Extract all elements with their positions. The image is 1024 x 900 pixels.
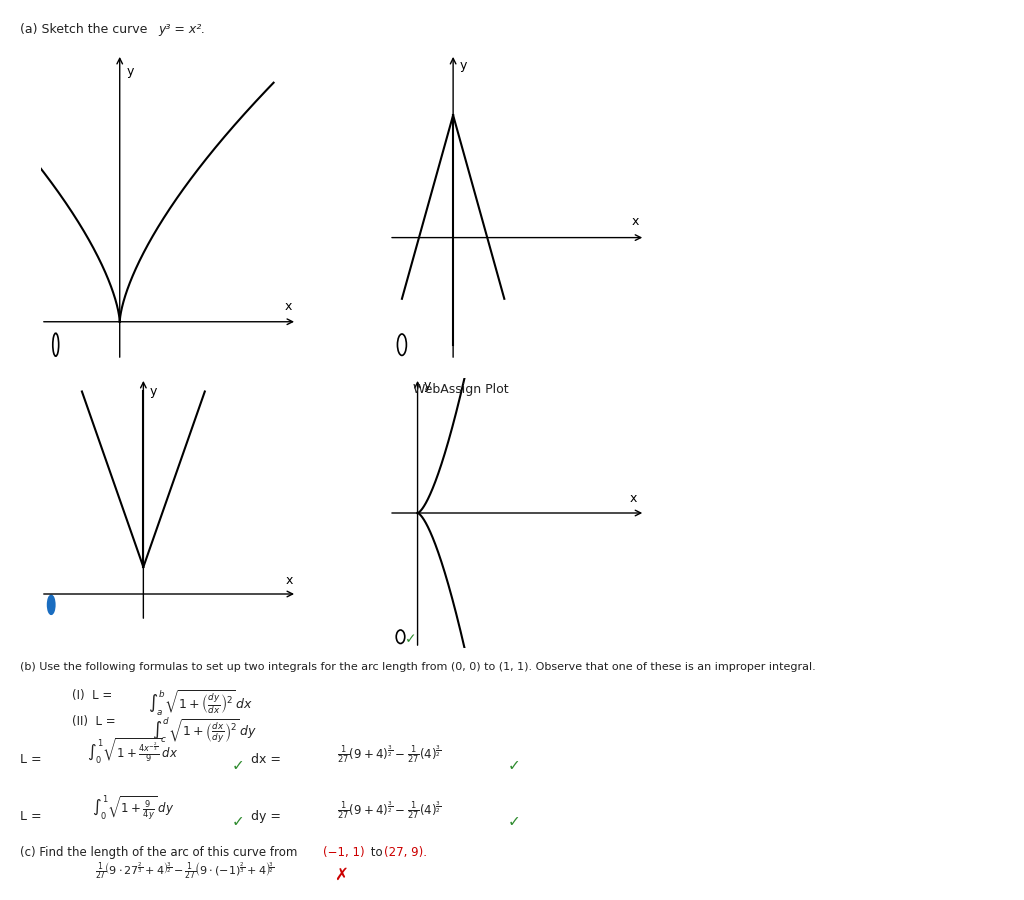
- Text: (27, 9).: (27, 9).: [384, 846, 427, 859]
- Text: (II)  L =: (II) L =: [72, 716, 119, 728]
- Text: ✓: ✓: [508, 758, 520, 773]
- Text: y: y: [424, 379, 431, 392]
- Text: y: y: [150, 385, 158, 399]
- Text: dx =: dx =: [251, 753, 281, 766]
- Text: WebAssign Plot: WebAssign Plot: [413, 382, 509, 396]
- Text: y: y: [460, 58, 467, 72]
- Circle shape: [48, 596, 55, 614]
- Text: (−1, 1): (−1, 1): [323, 846, 365, 859]
- Text: ✗: ✗: [334, 866, 348, 884]
- Text: ✓: ✓: [231, 758, 244, 773]
- Text: y: y: [126, 66, 134, 78]
- Text: (a) Sketch the curve: (a) Sketch the curve: [20, 22, 152, 35]
- Text: ✓: ✓: [508, 814, 520, 830]
- Text: to: to: [367, 846, 386, 859]
- Text: $\frac{1}{27}(9+4)^{\frac{3}{2}} - \frac{1}{27}(4)^{\frac{3}{2}}$: $\frac{1}{27}(9+4)^{\frac{3}{2}} - \frac…: [337, 742, 441, 765]
- Text: $\int_0^1 \sqrt{1+\frac{4x^{-\frac{2}{3}}}{9}}\, dx$: $\int_0^1 \sqrt{1+\frac{4x^{-\frac{2}{3}…: [87, 736, 179, 766]
- Text: $\frac{1}{27}\!\left(9\cdot 27^{\frac{2}{3}}+4\right)^{\!\frac{3}{2}} - \frac{1}: $\frac{1}{27}\!\left(9\cdot 27^{\frac{2}…: [94, 861, 274, 881]
- Text: x: x: [286, 574, 293, 588]
- Text: $\int_0^1 \sqrt{1+\frac{9}{4y}}\, dy$: $\int_0^1 \sqrt{1+\frac{9}{4y}}\, dy$: [92, 794, 174, 823]
- Text: ✓: ✓: [231, 814, 244, 830]
- Text: (I)  L =: (I) L =: [72, 688, 116, 701]
- Text: dy =: dy =: [251, 810, 281, 823]
- Text: L =: L =: [20, 753, 42, 766]
- Text: (c) Find the length of the arc of this curve from: (c) Find the length of the arc of this c…: [20, 846, 305, 859]
- Text: x: x: [630, 492, 637, 505]
- Text: y³ = x².: y³ = x².: [159, 22, 206, 35]
- Text: $\frac{1}{27}(9+4)^{\frac{3}{2}} - \frac{1}{27}(4)^{\frac{3}{2}}$: $\frac{1}{27}(9+4)^{\frac{3}{2}} - \frac…: [337, 799, 441, 822]
- Text: x: x: [285, 300, 292, 312]
- Text: (b) Use the following formulas to set up two integrals for the arc length from (: (b) Use the following formulas to set up…: [20, 662, 816, 671]
- Text: ✓: ✓: [404, 633, 417, 646]
- Text: $\int_c^d \sqrt{1+\left(\frac{dx}{dy}\right)^2}\, dy$: $\int_c^d \sqrt{1+\left(\frac{dx}{dy}\ri…: [152, 716, 257, 745]
- Text: $\int_a^b \sqrt{1+\left(\frac{dy}{dx}\right)^2}\, dx$: $\int_a^b \sqrt{1+\left(\frac{dy}{dx}\ri…: [148, 688, 254, 717]
- Text: x: x: [632, 215, 639, 229]
- Text: L =: L =: [20, 810, 42, 823]
